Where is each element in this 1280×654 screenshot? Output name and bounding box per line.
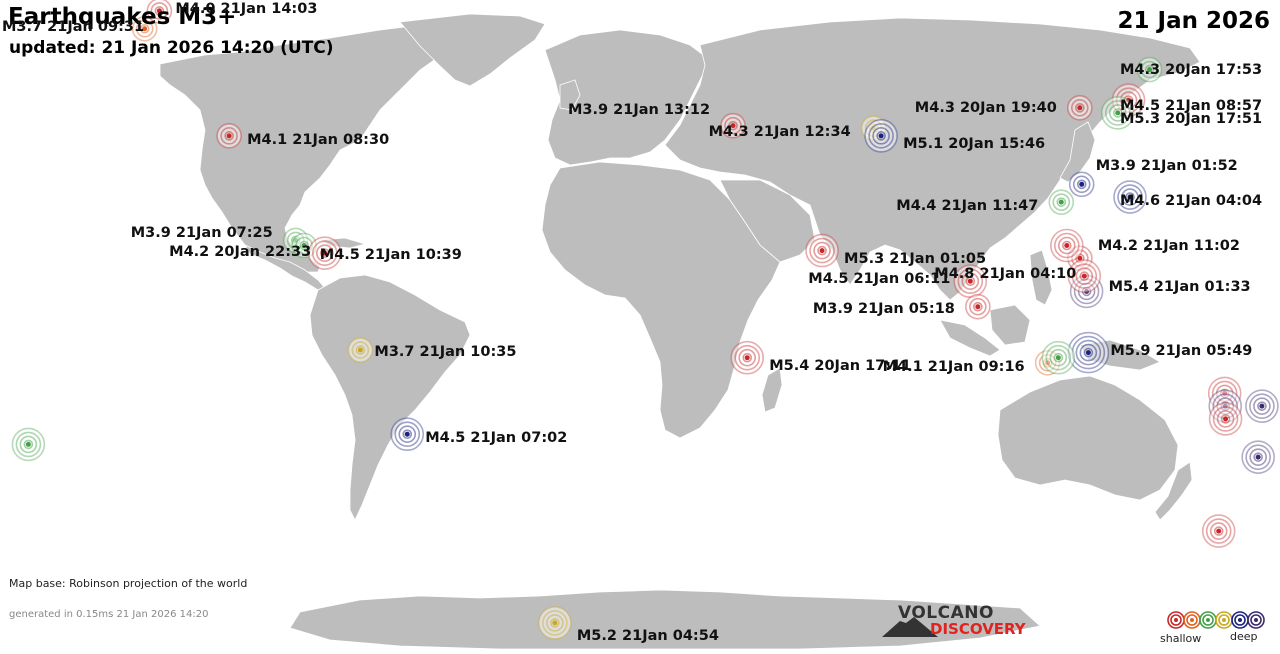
quake-label[interactable]: M3.9 21Jan 01:52 [1095, 158, 1238, 175]
quake-label[interactable]: M4.5 21Jan 08:57 [1120, 98, 1263, 115]
quake-label[interactable]: M5.9 21Jan 05:49 [1110, 342, 1253, 359]
quake-marker[interactable] [1113, 180, 1147, 214]
quake-marker[interactable] [1067, 331, 1110, 374]
land-antarctica [289, 589, 1041, 650]
current-date: 21 Jan 2026 [1117, 8, 1271, 34]
land-japan [1059, 121, 1096, 183]
quake-label[interactable]: M4.3 20Jan 19:40 [914, 99, 1057, 116]
quake-marker[interactable] [805, 233, 839, 268]
quake-label[interactable]: M4.2 20Jan 22:33 [169, 243, 312, 260]
quake-marker[interactable] [720, 112, 746, 139]
quake-marker[interactable] [216, 123, 242, 149]
quake-label[interactable]: M3.9 21Jan 05:18 [812, 300, 955, 317]
quake-label[interactable]: M3.7 21Jan 09:31 [2, 18, 145, 35]
quake-label[interactable]: M4.6 21Jan 04:04 [1120, 193, 1263, 210]
depth-legend [1167, 611, 1265, 629]
quake-label[interactable]: M4.5 21Jan 06:11 [808, 271, 951, 288]
volcano-icon [882, 617, 938, 637]
quake-label[interactable]: M3.7 21Jan 10:35 [374, 344, 517, 361]
land-borneo [989, 304, 1031, 346]
land-new-zealand [1154, 461, 1193, 521]
quake-marker[interactable] [1067, 95, 1093, 121]
quake-label[interactable]: M4.4 21Jan 11:47 [896, 198, 1039, 215]
quake-marker[interactable] [1208, 402, 1243, 436]
land-arabia [719, 179, 816, 263]
quake-label[interactable]: M4.8 21Jan 04:10 [934, 266, 1077, 283]
quake-marker[interactable] [11, 427, 46, 462]
quake-marker[interactable] [307, 236, 342, 270]
quake-label[interactable]: M4.3 20Jan 17:53 [1120, 61, 1263, 78]
updated-timestamp: updated: 21 Jan 2026 14:20 (UTC) [9, 38, 334, 58]
quake-marker[interactable] [965, 293, 991, 320]
quake-marker[interactable] [864, 119, 898, 153]
quake-marker[interactable] [730, 340, 765, 375]
quake-marker[interactable] [1245, 389, 1279, 423]
quake-marker[interactable] [1068, 171, 1095, 198]
quake-marker[interactable] [1067, 259, 1102, 293]
generated-note: generated in 0.15ms 21 Jan 2026 14:20 [9, 609, 209, 620]
land-uk [559, 79, 581, 111]
land-south-america [309, 274, 471, 521]
land-europe [544, 29, 711, 166]
quake-label[interactable]: M4.2 21Jan 11:02 [1097, 238, 1240, 255]
quake-label[interactable]: M5.4 21Jan 01:33 [1108, 279, 1251, 296]
legend-shallow-label: shallow [1160, 632, 1202, 645]
logo-text-volcano: VOLCANO [898, 603, 994, 623]
quake-marker[interactable] [1048, 189, 1075, 215]
quake-marker[interactable] [538, 606, 572, 640]
quake-marker[interactable] [1136, 56, 1163, 83]
legend-swatch [1247, 611, 1265, 629]
page-title: Earthquakes M3+ [8, 4, 237, 30]
volcano-discovery-logo[interactable]: VOLCANO DISCOVERY [880, 603, 1040, 639]
legend-deep-label: deep [1230, 630, 1258, 643]
land-madagascar [761, 367, 783, 413]
quake-label[interactable]: M4.1 21Jan 09:16 [882, 358, 1025, 375]
quake-label[interactable]: M4.3 21Jan 12:34 [708, 124, 851, 141]
land-asia [664, 17, 1201, 301]
quake-marker[interactable] [347, 337, 374, 363]
quake-label[interactable]: M5.2 21Jan 04:54 [576, 627, 719, 644]
legend: shallow deep [1158, 608, 1268, 648]
quake-label[interactable]: M4.5 21Jan 10:39 [319, 247, 462, 264]
quake-marker[interactable] [1041, 340, 1076, 375]
quake-label[interactable]: M5.1 20Jan 15:46 [903, 135, 1046, 152]
map-base-note: Map base: Robinson projection of the wor… [9, 577, 248, 590]
quake-label[interactable]: M5.3 21Jan 01:05 [844, 250, 987, 267]
quake-label[interactable]: M3.9 21Jan 07:25 [130, 225, 273, 242]
quake-marker[interactable] [1100, 96, 1135, 130]
land-greenland [399, 13, 546, 87]
quake-label[interactable]: M4.0 21Jan 14:03 [175, 0, 318, 17]
quake-marker[interactable] [1241, 440, 1275, 474]
quake-marker[interactable] [390, 417, 425, 452]
quake-marker[interactable] [146, 0, 173, 24]
land-philippines [1029, 249, 1053, 306]
land-layer [159, 13, 1201, 650]
quake-marker[interactable] [953, 264, 988, 299]
quake-marker[interactable] [1201, 514, 1236, 548]
land-australia [997, 375, 1179, 501]
quake-marker[interactable] [1050, 228, 1084, 263]
quake-marker[interactable] [131, 15, 158, 42]
quake-label[interactable]: M5.4 20Jan 17:11 [769, 357, 912, 374]
quake-label[interactable]: M4.5 21Jan 07:02 [425, 430, 568, 447]
quake-label[interactable]: M5.3 20Jan 17:51 [1120, 110, 1263, 127]
quake-label[interactable]: M3.9 21Jan 13:12 [568, 101, 711, 118]
logo-text-discovery: DISCOVERY [930, 620, 1026, 638]
quake-layer [11, 0, 1279, 640]
land-indonesia [939, 319, 1001, 357]
quake-label[interactable]: M4.1 21Jan 08:30 [247, 131, 390, 148]
